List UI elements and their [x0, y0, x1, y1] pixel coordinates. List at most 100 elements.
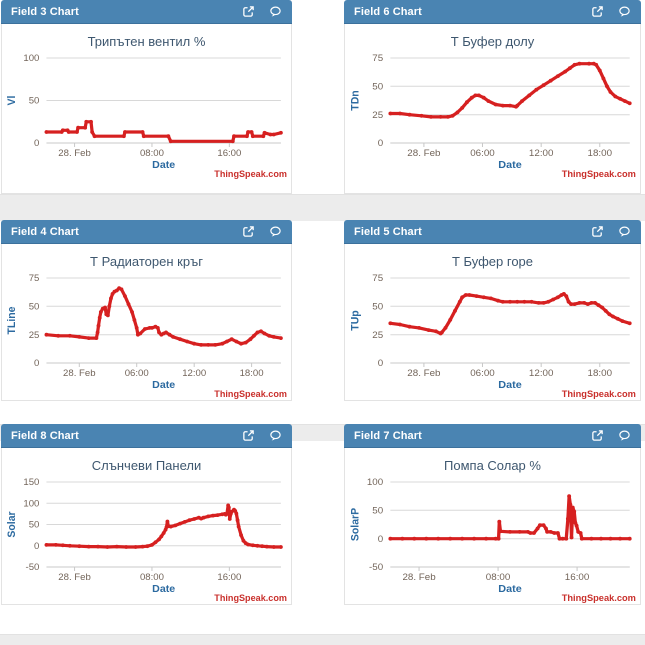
- svg-text:0: 0: [378, 358, 383, 369]
- svg-text:150: 150: [23, 477, 39, 488]
- svg-text:08:00: 08:00: [140, 148, 164, 159]
- svg-text:28. Feb: 28. Feb: [58, 148, 90, 159]
- panel-title: Field 5 Chart: [354, 225, 422, 238]
- panel-field-7-chart: Field 7 Chart Помпа Солар % -50 0 50 100 28.…: [344, 424, 641, 605]
- panel-field-5-chart: Field 5 Chart Т Буфер горе 0 25 50 75 28. Fe…: [344, 220, 641, 401]
- svg-text:12:00: 12:00: [529, 148, 554, 159]
- svg-text:75: 75: [372, 273, 383, 284]
- line-chart: 0 25 50 75 28. Feb 06:00 12:00 18:00 TDn Date Thin…: [349, 53, 636, 179]
- svg-text:08:00: 08:00: [140, 572, 164, 583]
- line-chart: -50 0 50 100 28. Feb 08:00 16:00 SolarP Date Thin…: [349, 477, 636, 603]
- panel-header: Field 3 Chart: [1, 0, 292, 24]
- svg-text:18:00: 18:00: [240, 368, 264, 379]
- panel-field-3-chart: Field 3 Chart Трипътен вентил % 0 50 100 28…: [1, 0, 292, 194]
- chart-title: Слънчеви Панели: [91, 458, 202, 473]
- panel-header: Field 4 Chart: [1, 220, 292, 244]
- svg-text:ThingSpeak.com: ThingSpeak.com: [214, 593, 287, 603]
- comment-icon[interactable]: [269, 5, 282, 18]
- svg-text:16:00: 16:00: [217, 148, 241, 159]
- svg-text:0: 0: [378, 534, 383, 545]
- svg-text:50: 50: [372, 506, 383, 517]
- svg-text:-50: -50: [369, 562, 383, 573]
- bottom-band: [0, 634, 645, 645]
- line-chart: 0 25 50 75 28. Feb 06:00 12:00 18:00 TLine Date Th…: [6, 273, 287, 399]
- panel-header: Field 7 Chart: [344, 424, 641, 448]
- chart-card: Т Буфер горе 0 25 50 75 28. Feb 06:00 12:00 18:…: [344, 244, 641, 401]
- row-gap-band: [0, 194, 645, 221]
- panel-title: Field 7 Chart: [354, 429, 422, 442]
- svg-text:50: 50: [372, 82, 383, 93]
- svg-text:08:00: 08:00: [486, 572, 511, 583]
- svg-text:Solar: Solar: [6, 511, 18, 537]
- line-chart: 0 50 100 28. Feb 08:00 16:00 Vl Date ThingSpeak.…: [6, 53, 287, 179]
- comment-icon[interactable]: [269, 225, 282, 238]
- chart-title: Трипътен вентил %: [87, 34, 206, 49]
- svg-text:18:00: 18:00: [588, 368, 613, 379]
- svg-text:16:00: 16:00: [217, 572, 241, 583]
- external-link-icon[interactable]: [591, 429, 604, 442]
- chart-title: Т Радиаторен кръг: [90, 254, 203, 269]
- svg-text:50: 50: [29, 520, 40, 531]
- chart-card: Помпа Солар % -50 0 50 100 28. Feb 08:00 16:00…: [344, 448, 641, 605]
- svg-text:ThingSpeak.com: ThingSpeak.com: [562, 593, 636, 603]
- svg-text:TUp: TUp: [349, 310, 361, 331]
- panel-field-4-chart: Field 4 Chart Т Радиаторен кръг 0 25 50 75 2…: [1, 220, 292, 401]
- svg-text:-50: -50: [26, 562, 40, 573]
- svg-text:75: 75: [372, 53, 383, 64]
- svg-text:25: 25: [372, 330, 383, 341]
- panel-header: Field 5 Chart: [344, 220, 641, 244]
- svg-text:18:00: 18:00: [588, 148, 613, 159]
- svg-text:SolarP: SolarP: [349, 508, 361, 541]
- external-link-icon[interactable]: [242, 225, 255, 238]
- panel-header: Field 8 Chart: [1, 424, 292, 448]
- svg-text:ThingSpeak.com: ThingSpeak.com: [562, 169, 636, 179]
- svg-text:12:00: 12:00: [182, 368, 206, 379]
- svg-text:0: 0: [378, 138, 383, 149]
- chart-title: Т Буфер долу: [450, 34, 535, 49]
- svg-text:0: 0: [34, 358, 39, 369]
- svg-text:28. Feb: 28. Feb: [402, 572, 435, 583]
- comment-icon[interactable]: [618, 5, 631, 18]
- svg-text:06:00: 06:00: [125, 368, 149, 379]
- chart-card: Т Радиаторен кръг 0 25 50 75 28. Feb 06:00 12:…: [1, 244, 292, 401]
- svg-text:Date: Date: [152, 583, 175, 595]
- line-chart: -50 0 50 100 150 28. Feb 08:00 16:00 Solar Date Th…: [6, 477, 287, 603]
- svg-text:Date: Date: [498, 159, 522, 171]
- external-link-icon[interactable]: [242, 5, 255, 18]
- svg-text:28. Feb: 28. Feb: [407, 368, 440, 379]
- panel-header: Field 6 Chart: [344, 0, 641, 24]
- svg-text:75: 75: [29, 273, 40, 284]
- svg-text:ThingSpeak.com: ThingSpeak.com: [214, 389, 287, 399]
- svg-text:ThingSpeak.com: ThingSpeak.com: [214, 169, 287, 179]
- external-link-icon[interactable]: [242, 429, 255, 442]
- external-link-icon[interactable]: [591, 225, 604, 238]
- svg-text:50: 50: [372, 302, 383, 313]
- panel-title: Field 3 Chart: [11, 5, 79, 18]
- external-link-icon[interactable]: [591, 5, 604, 18]
- svg-text:ThingSpeak.com: ThingSpeak.com: [562, 389, 636, 399]
- svg-text:Date: Date: [498, 379, 522, 391]
- svg-text:50: 50: [29, 96, 40, 107]
- chart-title: Т Буфер горе: [451, 254, 534, 269]
- line-chart: 0 25 50 75 28. Feb 06:00 12:00 18:00 TUp Date Thin…: [349, 273, 636, 399]
- panel-field-6-chart: Field 6 Chart Т Буфер долу 0 25 50 75 28. Fe…: [344, 0, 641, 194]
- svg-text:12:00: 12:00: [529, 368, 554, 379]
- svg-text:25: 25: [29, 330, 40, 341]
- svg-text:0: 0: [34, 138, 39, 149]
- svg-text:Date: Date: [152, 159, 175, 171]
- svg-text:100: 100: [23, 498, 39, 509]
- svg-text:28. Feb: 28. Feb: [63, 368, 95, 379]
- svg-text:25: 25: [372, 110, 383, 121]
- comment-icon[interactable]: [618, 429, 631, 442]
- svg-text:06:00: 06:00: [470, 368, 495, 379]
- comment-icon[interactable]: [618, 225, 631, 238]
- svg-text:TDn: TDn: [349, 90, 361, 110]
- panel-field-8-chart: Field 8 Chart Слънчеви Панели -50 0 50 100 1…: [1, 424, 292, 605]
- svg-text:Date: Date: [152, 379, 175, 391]
- chart-card: Т Буфер долу 0 25 50 75 28. Feb 06:00 12:00 18:…: [344, 24, 641, 194]
- svg-text:TLine: TLine: [6, 306, 18, 334]
- comment-icon[interactable]: [269, 429, 282, 442]
- svg-text:Date: Date: [498, 583, 522, 595]
- chart-card: Трипътен вентил % 0 50 100 28. Feb 08:00 16:0…: [1, 24, 292, 194]
- chart-card: Слънчеви Панели -50 0 50 100 150 28. Feb 08:00…: [1, 448, 292, 605]
